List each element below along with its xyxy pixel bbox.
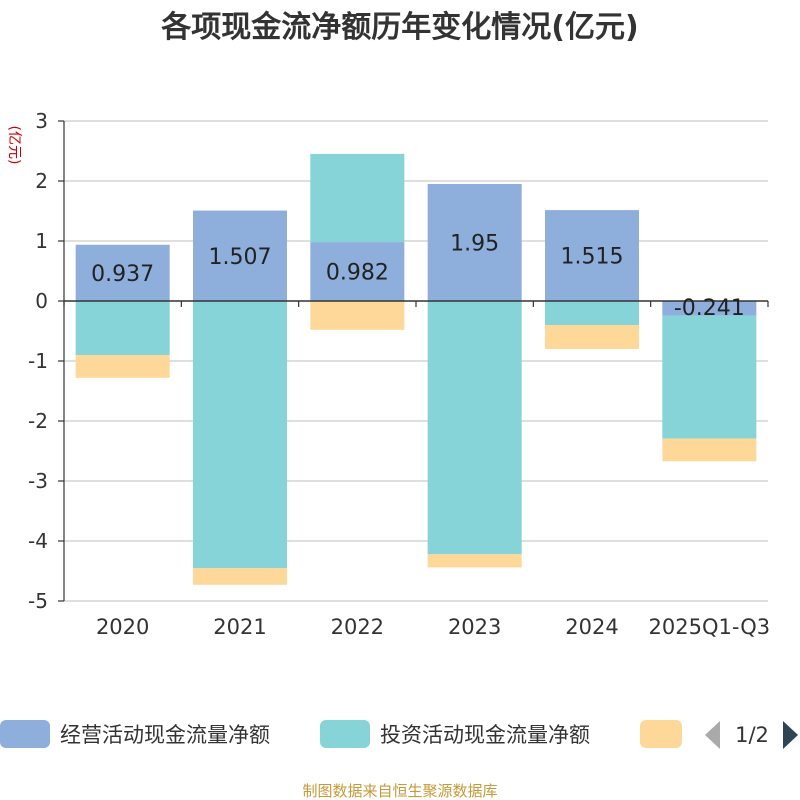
legend-page-indicator: 1/2 [735, 723, 769, 747]
y-tick-label: 0 [35, 289, 48, 313]
gridlines [64, 120, 768, 602]
bar-series-2-2020[interactable] [75, 355, 170, 378]
chart-title: 各项现金流净额历年变化情况(亿元) [160, 10, 638, 45]
data-label-2024: 1.515 [561, 245, 624, 270]
bar-series-1-2022[interactable] [310, 153, 405, 243]
bar-series-0-2022[interactable] [310, 242, 405, 301]
data-label-2023: 1.95 [450, 232, 499, 257]
data-labels: 0.937 1.507 0.982 1.95 1.515 -0.241 [91, 232, 745, 322]
legend-label-operating: 经营活动现金流量净额 [60, 723, 270, 747]
legend-label-investing: 投资活动现金流量净额 [380, 723, 590, 747]
y-tick-label: -1 [28, 349, 48, 373]
legend-swatch-financing [640, 720, 682, 748]
bar-series-1-2021[interactable] [193, 301, 287, 568]
y-tick-label: 1 [35, 229, 48, 253]
x-tick-label: 2020 [96, 615, 149, 639]
x-tick-label: 2021 [213, 615, 266, 639]
legend: 经营活动现金流量净额 投资活动现金流量净额 1/2 [0, 720, 798, 749]
legend-prev-page-icon[interactable] [705, 721, 720, 749]
x-tick-label: 2024 [565, 615, 618, 639]
y-tick-label: -5 [28, 589, 48, 613]
legend-item-financing[interactable] [640, 720, 682, 748]
y-axis-unit: (亿元) [6, 126, 22, 165]
x-tick-label: 2023 [448, 615, 501, 639]
legend-item-investing[interactable]: 投资活动现金流量净额 [320, 720, 590, 748]
bar-series-2-2025Q1-Q3[interactable] [662, 438, 757, 462]
bar-series-2-2022[interactable] [310, 301, 405, 330]
data-source-note: 制图数据来自恒生聚源数据库 [302, 782, 497, 800]
bar-series-0-2024[interactable] [545, 210, 639, 301]
legend-swatch-investing [320, 720, 370, 748]
data-label-2025Q1-Q3: -0.241 [674, 296, 745, 321]
x-tick-label: 2025Q1-Q3 [649, 615, 771, 639]
bar-series-0-2025Q1-Q3[interactable] [662, 301, 757, 316]
bar-series-1-2020[interactable] [75, 301, 170, 355]
y-tick-label: 2 [35, 169, 48, 193]
bar-series-0-2020[interactable] [75, 244, 170, 301]
data-label-2022: 0.982 [326, 261, 389, 286]
legend-next-page-icon[interactable] [783, 721, 798, 749]
bar-series-0-2023[interactable] [427, 184, 522, 301]
legend-swatch-operating [0, 720, 50, 748]
data-label-2020: 0.937 [91, 262, 154, 287]
y-tick-label: -4 [28, 529, 48, 553]
bar-series-2-2023[interactable] [427, 554, 522, 568]
y-tick-label: -3 [28, 469, 48, 493]
data-label-2021: 1.507 [209, 245, 272, 270]
bar-series-2-2024[interactable] [545, 325, 639, 349]
bar-series-1-2024[interactable] [545, 301, 639, 325]
bar-series-2-2021[interactable] [193, 568, 287, 585]
bars [75, 153, 757, 585]
bar-series-0-2021[interactable] [193, 210, 287, 301]
legend-item-operating[interactable]: 经营活动现金流量净额 [0, 720, 270, 748]
y-tick-label: 3 [35, 109, 48, 133]
axes: 3 2 1 0 -1 -2 -3 -4 -5 2020 2021 2022 2023 2024 2025Q1… [28, 109, 770, 639]
bar-series-1-2025Q1-Q3[interactable] [662, 315, 757, 439]
y-tick-label: -2 [28, 409, 48, 433]
x-tick-label: 2022 [331, 615, 384, 639]
bar-series-1-2023[interactable] [427, 301, 522, 555]
